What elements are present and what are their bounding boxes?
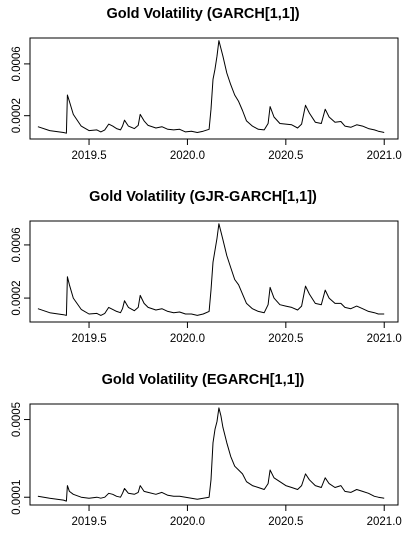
chart-gjr-garch: Gold Volatility (GJR-GARCH[1,1]) 2019.5 20… [11, 189, 402, 345]
x-tick-label: 2019.5 [71, 516, 106, 528]
x-tick-label: 2020.0 [170, 516, 205, 528]
x-tick-label: 2020.0 [170, 333, 205, 345]
chart-title: Gold Volatility (GARCH[1,1]) [106, 6, 299, 22]
x-tick-label: 2021.0 [367, 333, 402, 345]
x-tick-label: 2021.0 [367, 150, 402, 162]
x-tick-label: 2020.5 [268, 516, 303, 528]
plot-frame [29, 220, 399, 323]
volatility-series-line [37, 407, 385, 502]
chart-title: Gold Volatility (EGARCH[1,1]) [102, 372, 305, 388]
chart-panel-garch: Gold Volatility (GARCH[1,1]) 2019.5 2020.0… [0, 0, 403, 183]
x-tick-label: 2021.0 [367, 516, 402, 528]
y-tick-label: 0.0002 [11, 280, 23, 315]
chart-panel-egarch: Gold Volatility (EGARCH[1,1]) 2019.5 2020.… [0, 366, 403, 549]
chart-panel-gjr-garch: Gold Volatility (GJR-GARCH[1,1]) 2019.5 20… [0, 183, 403, 366]
chart-title: Gold Volatility (GJR-GARCH[1,1]) [89, 189, 317, 205]
chart-garch: Gold Volatility (GARCH[1,1]) 2019.5 2020.0… [11, 6, 402, 162]
plot-frame [29, 403, 399, 506]
y-tick-label: 0.0002 [11, 98, 23, 133]
y-tick-label: 0.0006 [11, 46, 23, 81]
y-tick-label: 0.0001 [11, 480, 23, 515]
y-tick-label: 0.0006 [11, 227, 23, 262]
chart-egarch: Gold Volatility (EGARCH[1,1]) 2019.5 2020.… [11, 372, 402, 528]
x-tick-label: 2019.5 [71, 333, 106, 345]
x-tick-label: 2020.5 [268, 150, 303, 162]
volatility-series-line [37, 40, 385, 134]
x-tick-label: 2020.0 [170, 150, 205, 162]
x-tick-label: 2019.5 [71, 150, 106, 162]
x-tick-label: 2020.5 [268, 333, 303, 345]
volatility-series-line [37, 223, 385, 316]
y-tick-label: 0.0005 [11, 402, 23, 437]
plot-frame [29, 37, 399, 140]
